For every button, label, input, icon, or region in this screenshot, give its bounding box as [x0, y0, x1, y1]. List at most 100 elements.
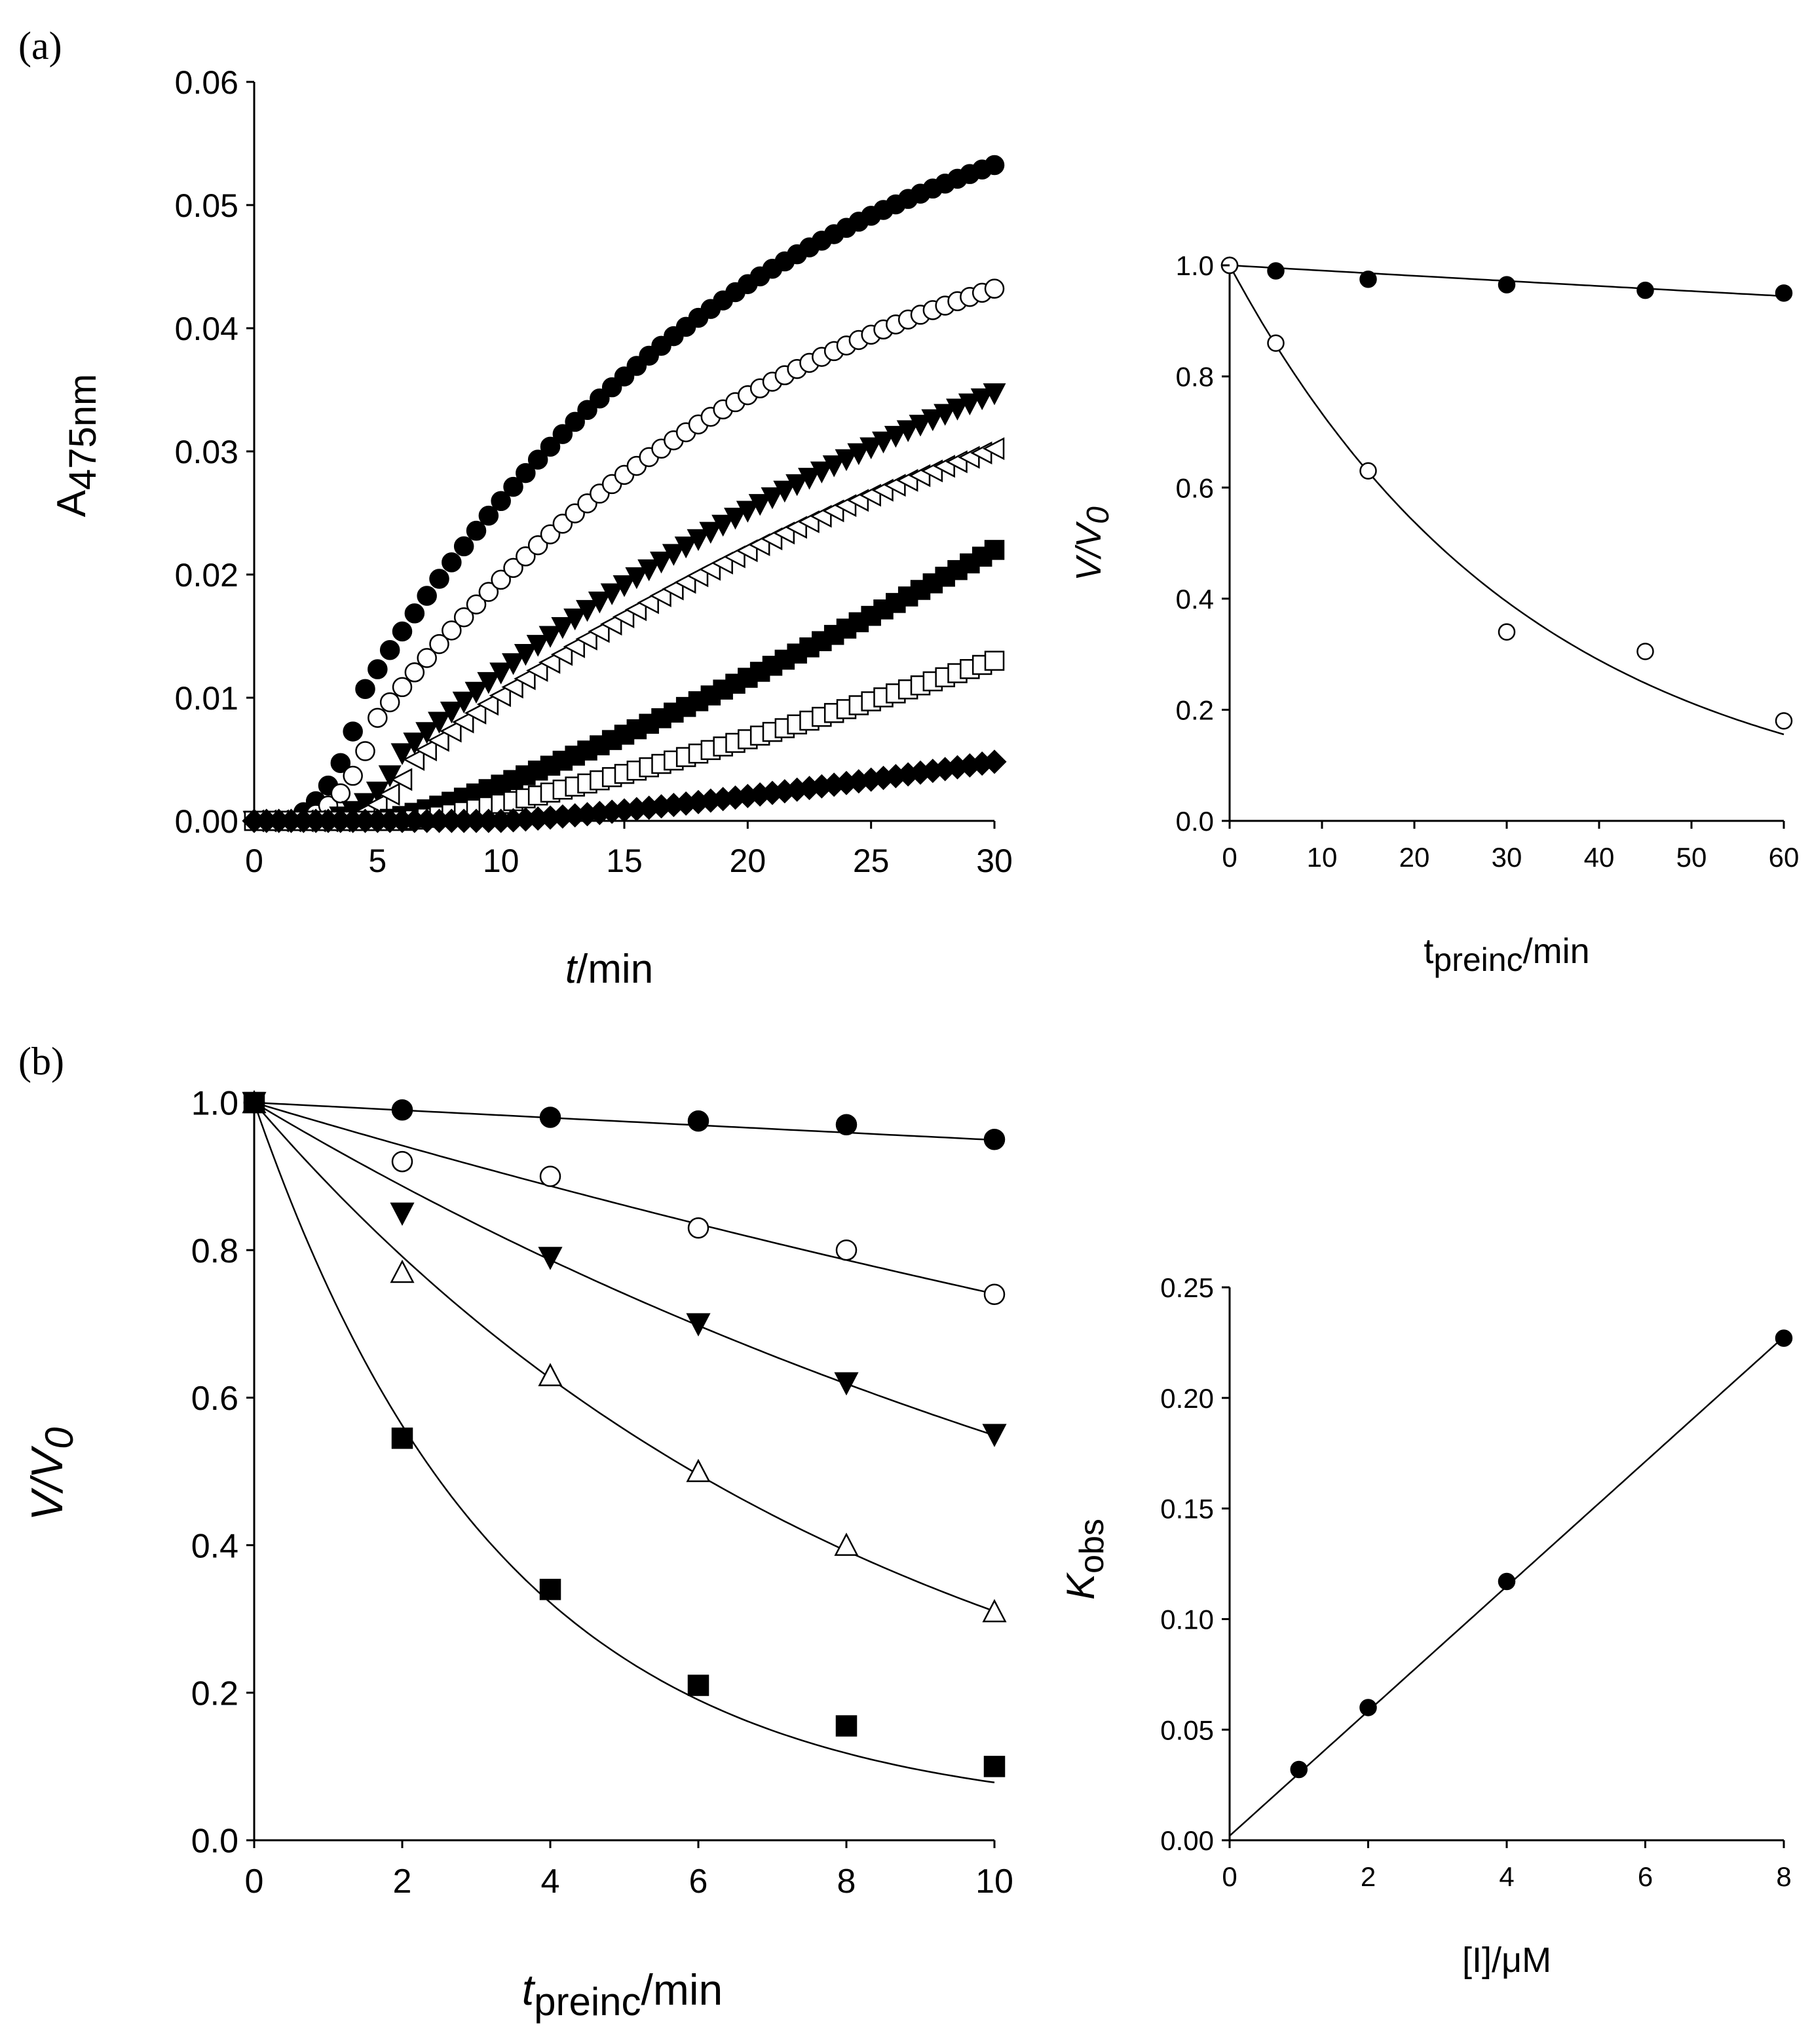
chart-a-left-point-open-circle: [379, 692, 400, 713]
chart-a-left-point-filled-triangle-down: [440, 701, 463, 724]
chart-b-left-axes: [253, 1103, 994, 1842]
chart-a-left-point-open-circle: [442, 620, 462, 641]
chart-a-left-point-open-triangle: [440, 719, 462, 743]
chart-b-right-point-filled-circle: [1775, 1329, 1793, 1347]
chart-a-left-point-open-triangle: [452, 710, 474, 734]
chart-a-left-point-filled-triangle-down: [835, 449, 858, 472]
chart-b-right-y-tick-label: 0.15: [1160, 1494, 1214, 1524]
chart-b-left-point-open-circle: [687, 1217, 709, 1239]
chart-a-left-point-filled-circle: [417, 586, 437, 606]
chart-a-right-x-tick-label: 30: [1492, 842, 1522, 873]
chart-b-right-x-title: [I]/μM: [1462, 1940, 1551, 1980]
chart-a-left-point-filled-triangle-down: [847, 443, 871, 466]
chart-b-right-y-tick-label: 0.10: [1160, 1604, 1214, 1635]
chart-a-left-point-filled-triangle-down: [390, 743, 414, 765]
chart-a-right-y-tick-label: 0.8: [1176, 362, 1214, 392]
chart-a-left-point-filled-diamond: [982, 749, 1007, 774]
chart-a-right-series-open-circle: [1220, 256, 1793, 736]
chart-a-left-point-filled-circle: [355, 679, 375, 699]
chart-a-left-point-filled-circle: [552, 424, 573, 444]
chart-a-left-point-filled-square: [984, 540, 1005, 560]
chart-a-left-point-filled-triangle-down: [946, 398, 969, 421]
chart-a-right-point-filled-circle: [1498, 276, 1516, 293]
chart-b-left-ticks: 0 2 4 6 8 10 0.0 0.2 0.4 0.6 0.8 1.0: [191, 1085, 1013, 1901]
chart-b-right-point-filled-circle: [1290, 1760, 1308, 1779]
chart-b-left-y-tick-label: 0.4: [191, 1527, 238, 1565]
chart-a-left-point-open-circle: [984, 278, 1005, 299]
chart-b-right-x-tick-label: 6: [1638, 1861, 1653, 1892]
chart-a-left-point-filled-triangle-down: [970, 388, 994, 411]
chart-a-left-point-open-circle: [404, 662, 425, 683]
chart-a-left-point-open-triangle: [982, 437, 1005, 461]
chart-a-left-x-tick-label: 30: [976, 842, 1013, 879]
chart-a-left-point-filled-triangle-down: [514, 643, 537, 666]
chart-b-left-x-tick-label: 10: [975, 1863, 1013, 1901]
chart-b-left-fit-line-filled-triangle-down: [254, 1101, 995, 1437]
chart-b-right-y-tick-label: 0.20: [1160, 1383, 1214, 1414]
chart-a-left-point-open-triangle: [526, 658, 548, 682]
chart-a-left-point-filled-circle: [527, 449, 548, 470]
chart-a-left-point-open-triangle: [563, 635, 585, 658]
chart-a-right-x-tick-label: 0: [1222, 842, 1237, 873]
chart-a-left-point-open-circle: [355, 741, 375, 761]
chart-b-right-x-tick-label: 2: [1361, 1861, 1376, 1892]
chart-a-left-point-filled-triangle-down: [674, 536, 698, 559]
chart-a-left-point-open-circle: [503, 558, 523, 578]
chart-a-left-point-filled-triangle-down: [538, 626, 562, 648]
chart-a-left-point-open-triangle: [600, 613, 622, 636]
chart-b-left-series-open-triangle: [242, 1089, 1007, 1623]
chart-a-left-point-open-triangle: [415, 738, 437, 762]
chart-a-right-point-filled-circle: [1267, 262, 1285, 280]
chart-b-left-x-tick-label: 4: [541, 1863, 560, 1901]
chart-a-left-series: [242, 155, 1007, 833]
chart-a-left-x-tick-label: 15: [606, 842, 643, 879]
chart-a-left-series-filled-triangle-down: [242, 383, 1006, 833]
chart-b-left-x-tick-label: 6: [689, 1863, 708, 1901]
chart-a-left-point-filled-triangle-down: [810, 461, 833, 483]
chart-a-left-point-filled-triangle-down: [884, 426, 907, 448]
chart-a-right-x-tick-label: 40: [1584, 842, 1615, 873]
chart-a-left-point-filled-triangle-down: [872, 431, 895, 454]
chart-a-left-x-tick-label: 20: [730, 842, 766, 879]
chart-a-left-point-filled-circle: [984, 155, 1005, 176]
panel-label-a: (a): [18, 24, 62, 67]
chart-b-left-point-open-triangle: [982, 1599, 1007, 1623]
chart-a-left-point-filled-triangle-down: [822, 455, 846, 478]
chart-a-left-point-open-triangle: [427, 729, 449, 752]
chart-a-left-point-filled-triangle-down: [588, 592, 611, 614]
chart-a-left-point-filled-triangle-down: [452, 691, 476, 714]
chart-b-left-x-tick-label: 8: [837, 1863, 856, 1901]
chart-a-right-series-filled-circle: [1220, 256, 1793, 302]
chart-a-left-x-tick-label: 0: [245, 842, 263, 879]
chart-a-left-point-filled-triangle-down: [428, 711, 451, 734]
chart-a-left-point-filled-triangle-down: [526, 635, 550, 657]
chart-a-right-point-open-circle: [1359, 462, 1377, 480]
chart-b-left-fit-line-filled-circle: [254, 1101, 995, 1141]
chart-a-left-point-open-triangle: [612, 605, 635, 628]
chart-a-right-point-open-circle: [1636, 643, 1654, 660]
chart-a-left-point-open-triangle: [575, 627, 597, 651]
chart-b-left-fit-line-filled-square: [253, 1102, 995, 1784]
chart-a-left-point-filled-circle: [453, 536, 474, 557]
chart-a-left-point-filled-circle: [577, 400, 597, 421]
chart-b-left-y-tick-label: 0.0: [191, 1823, 238, 1861]
chart-b-right-series: [1229, 1329, 1793, 1837]
chart-a-left-y-tick-label: 0.06: [175, 64, 238, 101]
chart-a-left-point-filled-triangle-down: [489, 662, 513, 685]
chart-b-left-y-tick-label: 0.6: [191, 1380, 238, 1418]
chart-a-left-point-filled-triangle-down: [502, 653, 525, 675]
chart-a-left-point-filled-triangle-down: [761, 487, 784, 510]
chart-a-left-point-filled-triangle-down: [736, 501, 759, 523]
chart-b-left-series-open-circle: [243, 1091, 1006, 1306]
chart-b-right-series-filled-circle: [1229, 1329, 1793, 1837]
chart-a-left-point-filled-triangle-down: [724, 508, 747, 530]
chart-a-right-x-tick-label: 20: [1399, 842, 1430, 873]
chart-a-right-y-tick-label: 0.4: [1176, 584, 1214, 615]
chart-a-left-point-open-triangle: [514, 667, 536, 691]
chart-a-left-y-tick-label: 0.00: [175, 803, 238, 840]
chart-b-left-x-tick-label: 2: [393, 1863, 412, 1901]
chart-a-left-point-filled-triangle-down: [859, 437, 883, 460]
chart-a-left-point-open-circle: [417, 648, 437, 668]
chart-a-left-point-filled-circle: [429, 569, 449, 589]
chart-b-left-point-open-circle: [835, 1239, 858, 1261]
